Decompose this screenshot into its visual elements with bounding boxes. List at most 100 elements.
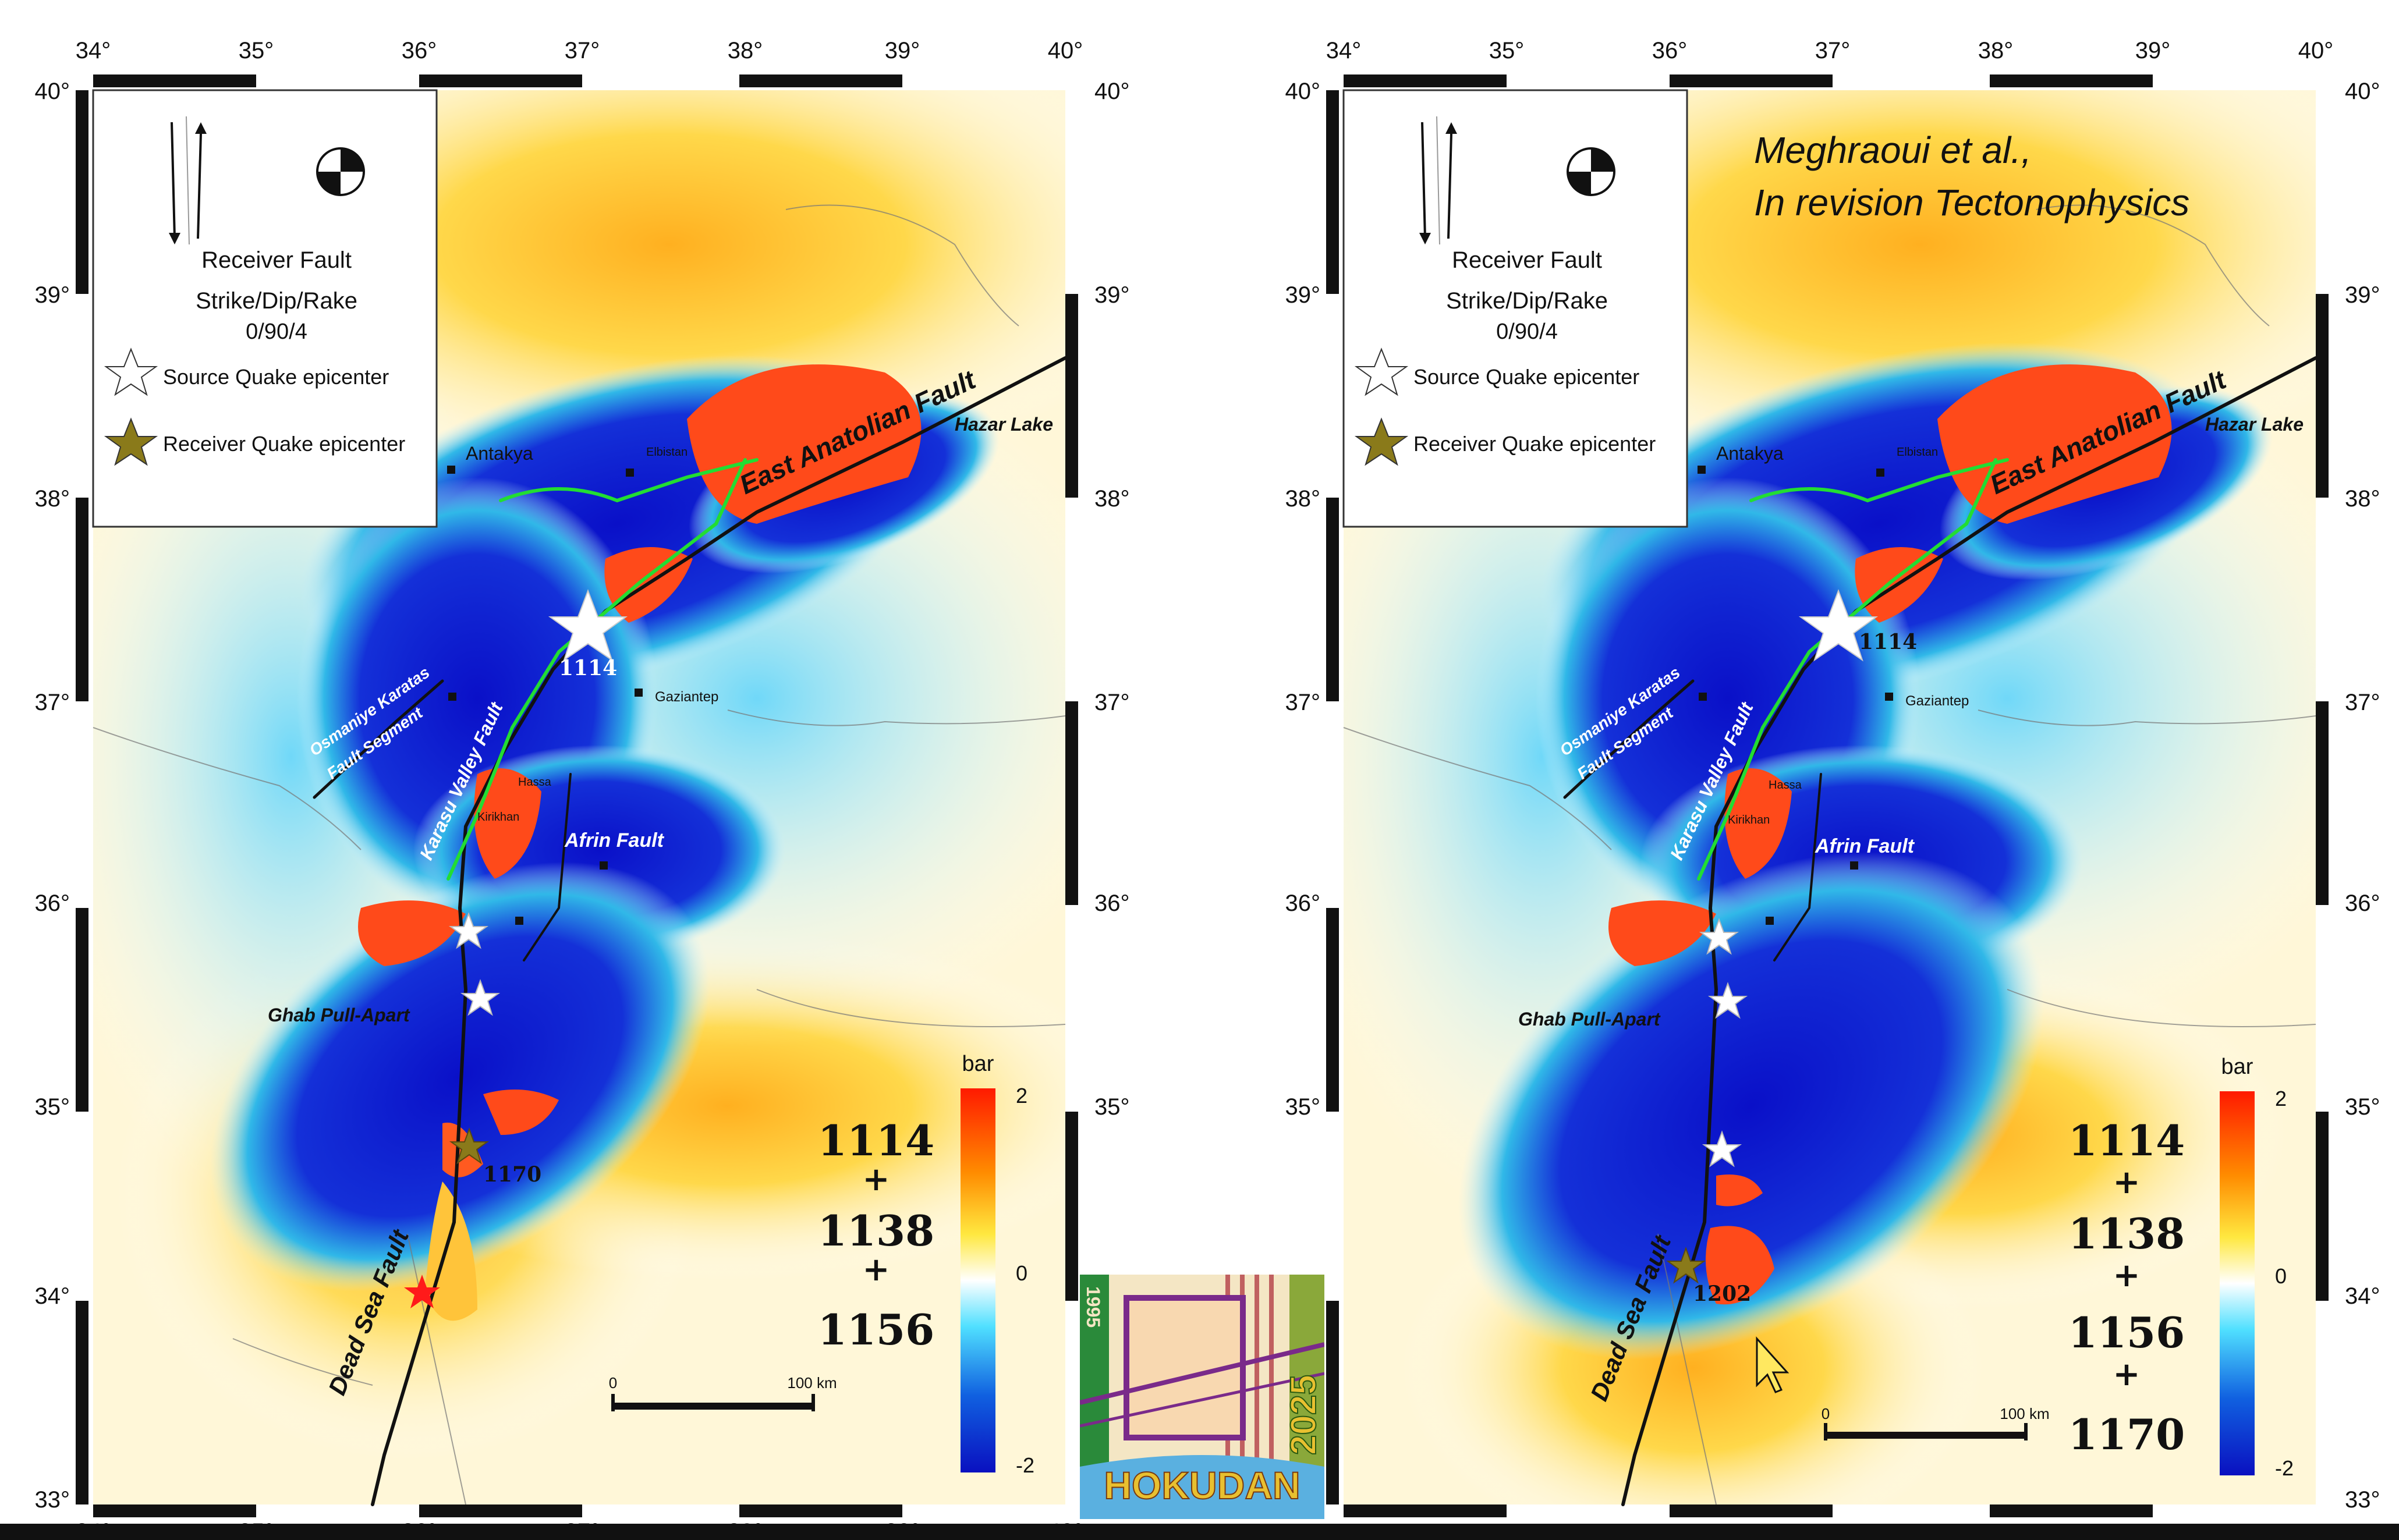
gaziantep-label: Gaziantep (1905, 693, 1969, 709)
source-epicenter-star-a (1699, 918, 1739, 955)
kirikhan-label: Kirikhan (477, 811, 519, 824)
citation: Meghraoui et al., In revision Tectonophy… (1754, 129, 2189, 223)
legend: Receiver Fault Strike/Dip/Rake 0/90/4 So… (1354, 116, 1656, 466)
svg-text:39°: 39° (885, 38, 920, 63)
svg-text:38°: 38° (728, 38, 763, 63)
colorbar-unit: bar (962, 1052, 994, 1076)
event-label-1114: 1114 (559, 656, 617, 680)
hokudan-logo: HOKUDAN 2025 1995 (1079, 1275, 1325, 1519)
source-epicenter-star-b (460, 979, 501, 1016)
svg-text:35°: 35° (1489, 38, 1525, 63)
fault-traces (1563, 356, 2318, 1506)
ghab-label: Ghab Pull-Apart (268, 1005, 410, 1026)
svg-text:36°: 36° (402, 38, 437, 63)
svg-text:35°: 35° (35, 1094, 70, 1120)
colorbar-unit: bar (2221, 1055, 2253, 1079)
svg-text:33°: 33° (2345, 1487, 2380, 1513)
elbistan-label: Elbistan (1897, 446, 1938, 459)
legend-params: 0/90/4 (1496, 320, 1558, 344)
hassa-label: Hassa (1769, 779, 1802, 792)
coulomb-map-right: East Anatolian Fault Hazar Lake Antakya … (1250, 0, 2399, 1540)
gaziantep-label: Gaziantep (655, 689, 718, 705)
svg-text:35°: 35° (239, 38, 274, 63)
svg-text:36°: 36° (2345, 890, 2380, 916)
svg-text:1114: 1114 (2068, 1116, 2185, 1165)
legend-params: 0/90/4 (246, 320, 307, 344)
svg-text:38°: 38° (1094, 486, 1130, 512)
hassa-label: Hassa (518, 776, 552, 789)
svg-text:35°: 35° (1285, 1094, 1321, 1120)
svg-text:34°: 34° (2345, 1283, 2380, 1309)
svg-text:+: + (2113, 1163, 2141, 1201)
mouse-cursor-icon (1756, 1336, 1789, 1393)
colorbar-mid: 0 (2275, 1264, 2287, 1288)
source-epicenter-star-1114 (1798, 589, 1879, 662)
coulomb-map-left: East Anatolian Fault Hazar Lake Antakya … (0, 0, 1188, 1540)
svg-text:1170: 1170 (2068, 1410, 2185, 1459)
ghab-label: Ghab Pull-Apart (1518, 1009, 1661, 1030)
svg-text:36°: 36° (1094, 890, 1130, 916)
source-star-icon (1354, 347, 1409, 396)
svg-text:38°: 38° (1978, 38, 2014, 63)
colorbar: bar 2 0 -2 (2220, 1055, 2294, 1480)
svg-text:1156: 1156 (2068, 1308, 2185, 1357)
svg-text:37°: 37° (2345, 690, 2380, 715)
source-epicenter-star-c (1702, 1130, 1742, 1168)
svg-text:39°: 39° (35, 282, 70, 308)
svg-text:1156: 1156 (818, 1305, 934, 1354)
legend: Receiver Fault Strike/Dip/Rake 0/90/4 So… (104, 116, 405, 466)
event-sum: 1114 + 1138 + 1156 (818, 1116, 934, 1354)
svg-text:34°: 34° (35, 1283, 70, 1309)
svg-text:In revision Tectonophysics: In revision Tectonophysics (1754, 182, 2189, 223)
scale-bar: 0 100 km (609, 1374, 837, 1411)
svg-text:35°: 35° (1094, 1094, 1130, 1120)
hazar-lake-label: Hazar Lake (2205, 414, 2304, 435)
svg-text:39°: 39° (2345, 282, 2380, 308)
svg-text:38°: 38° (35, 486, 70, 512)
legend-strike-dip-rake: Strike/Dip/Rake (1446, 288, 1608, 314)
antakya-label: Antakya (1716, 443, 1784, 464)
svg-text:40°: 40° (2298, 38, 2334, 63)
town-markers (447, 466, 643, 925)
svg-text:40°: 40° (1094, 79, 1130, 104)
svg-text:37°: 37° (565, 38, 600, 63)
afrin-label: Afrin Fault (564, 829, 665, 851)
svg-text:40°: 40° (2345, 79, 2380, 104)
map-border-ticks (1326, 74, 2329, 1517)
svg-text:40°: 40° (1285, 79, 1321, 104)
receiver-epicenter-star-1170 (449, 1127, 490, 1165)
svg-text:+: + (863, 1250, 890, 1289)
source-epicenter-star-a (448, 912, 489, 949)
red-epicenter-star (404, 1275, 440, 1308)
svg-text:Meghraoui et al.,: Meghraoui et al., (1754, 129, 2032, 171)
svg-text:36°: 36° (35, 890, 70, 916)
svg-text:38°: 38° (1285, 486, 1321, 512)
source-epicenter-star-1114 (548, 589, 628, 662)
afrin-label: Afrin Fault (1815, 835, 1915, 857)
colorbar-min: -2 (2275, 1456, 2294, 1480)
legend-receiver-epicenter: Receiver Quake epicenter (1413, 432, 1656, 456)
svg-text:37°: 37° (35, 690, 70, 715)
lat-axis-right: 40° 39° 38° 37° 36° 35° 34° 33° (2345, 79, 2380, 1513)
svg-text:100 km: 100 km (787, 1374, 837, 1392)
hazar-lake-label: Hazar Lake (955, 414, 1053, 435)
legend-receiver-fault: Receiver Fault (1452, 247, 1602, 273)
logo-name: HOKUDAN (1104, 1464, 1300, 1507)
event-label-1202: 1202 (1693, 1282, 1751, 1306)
legend-receiver-epicenter: Receiver Quake epicenter (163, 432, 405, 456)
svg-text:36°: 36° (1652, 38, 1688, 63)
svg-text:+: + (863, 1160, 890, 1198)
legend-receiver-fault: Receiver Fault (201, 247, 352, 273)
source-epicenter-star-b (1707, 982, 1748, 1019)
svg-text:40°: 40° (1048, 38, 1083, 63)
svg-text:37°: 37° (1815, 38, 1851, 63)
event-label-1170: 1170 (483, 1162, 541, 1187)
lon-axis-top: 34° 35° 36° 37° 38° 39° 40° (1326, 38, 2334, 63)
legend-box (1342, 89, 1688, 528)
svg-text:34°: 34° (76, 38, 111, 63)
event-sum: 1114 + 1138 + 1156 + 1170 (2068, 1116, 2185, 1459)
colorbar-max: 2 (1016, 1084, 1027, 1108)
political-borders (93, 204, 1066, 1505)
source-star-icon (104, 347, 158, 396)
svg-text:+: + (2113, 1256, 2141, 1294)
